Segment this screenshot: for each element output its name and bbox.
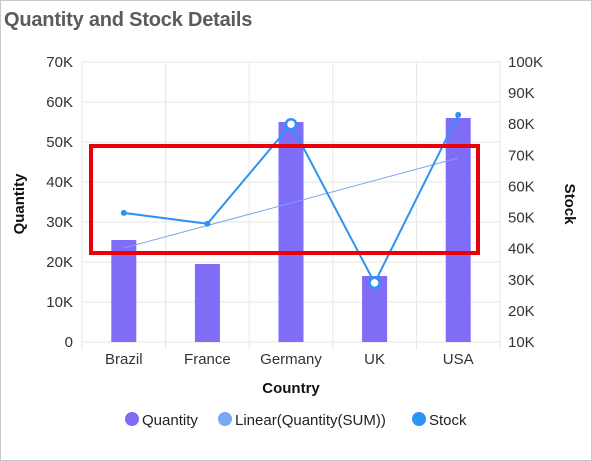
y-tick-label: 10K [46, 294, 73, 311]
legend-swatch [218, 412, 232, 426]
y2-tick-label: 80K [508, 116, 535, 133]
y2-tick-label: 60K [508, 178, 535, 195]
y2-tick-label: 70K [508, 147, 535, 164]
y-tick-label: 70K [46, 54, 73, 71]
legend-swatch [412, 412, 426, 426]
y-tick-label: 0 [65, 334, 73, 351]
stock-point [120, 209, 127, 216]
bar [194, 264, 220, 342]
bar [445, 118, 471, 342]
grid-lines [81, 61, 501, 350]
legend-label: Linear(Quantity(SUM)) [235, 412, 386, 429]
y-tick-label: 60K [46, 94, 73, 111]
left-axis-ticks: 0 10K 20K 30K 40K 50K 60K 70K [46, 54, 73, 351]
y2-axis-title: Stock [561, 184, 578, 226]
stock-point [284, 117, 298, 131]
y2-tick-label: 50K [508, 210, 535, 227]
x-tick-label: Brazil [105, 351, 143, 368]
y2-tick-label: 90K [508, 85, 535, 102]
highlight-rectangle [89, 144, 480, 255]
legend: Quantity Linear(Quantity(SUM)) Stock [125, 412, 467, 429]
stock-series [120, 111, 462, 290]
bar [278, 122, 304, 342]
bar-series [111, 118, 471, 342]
chart-title: Quantity and Stock Details [4, 9, 253, 31]
y2-tick-label: 10K [508, 334, 535, 351]
legend-swatch [125, 412, 139, 426]
stock-point [204, 220, 211, 227]
y-tick-label: 50K [46, 134, 73, 151]
stock-point [455, 111, 462, 118]
legend-label: Stock [429, 412, 467, 429]
x-tick-label: USA [443, 351, 474, 368]
x-axis-title: Country [262, 380, 320, 397]
x-tick-label: France [184, 351, 231, 368]
y2-tick-label: 30K [508, 272, 535, 289]
trendline [123, 157, 459, 249]
y-tick-label: 40K [46, 174, 73, 191]
stock-point [368, 276, 381, 290]
x-tick-label: UK [364, 351, 385, 368]
bar [111, 240, 137, 342]
y-tick-label: 20K [46, 254, 73, 271]
legend-label: Quantity [142, 412, 198, 429]
x-axis-ticks: Brazil France Germany UK USA [105, 351, 474, 368]
right-axis-ticks: 10K 20K 30K 40K 50K 60K 70K 80K 90K 100K [508, 54, 543, 351]
y2-tick-label: 20K [508, 303, 535, 320]
trendline-series [123, 157, 459, 249]
y-tick-label: 30K [46, 214, 73, 231]
y2-tick-label: 40K [508, 241, 535, 258]
x-tick-label: Germany [260, 351, 322, 368]
y-axis-title: Quantity [11, 173, 28, 234]
y2-tick-label: 100K [508, 54, 543, 71]
